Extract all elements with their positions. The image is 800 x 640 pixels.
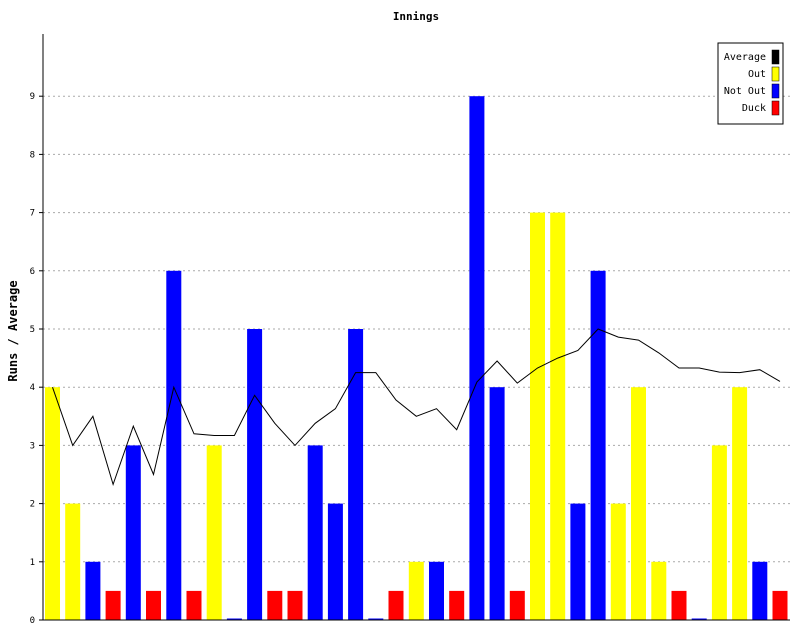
bar-out <box>45 387 60 620</box>
y-tick-label: 3 <box>30 441 35 451</box>
bar-duck <box>388 590 404 620</box>
bar-duck <box>772 590 788 620</box>
y-tick-label: 1 <box>30 558 35 568</box>
y-tick-label: 6 <box>30 267 35 277</box>
bar-not-out <box>691 618 707 620</box>
y-axis-label: Runs / Average <box>6 280 20 381</box>
bar-not-out <box>429 561 444 620</box>
bar-out <box>530 212 545 620</box>
chart-title: Innings <box>393 10 439 23</box>
bar-duck <box>105 590 121 620</box>
bar-not-out <box>307 445 323 620</box>
bar-not-out <box>85 561 101 620</box>
legend-label-duck: Duck <box>742 103 766 114</box>
y-tick-label: 9 <box>30 92 35 102</box>
bar-not-out <box>166 270 182 620</box>
legend-label-average: Average <box>724 52 766 63</box>
bar-out <box>550 212 566 620</box>
bar-out <box>65 503 81 620</box>
bar-out <box>408 561 424 620</box>
legend-swatch-average <box>771 49 780 65</box>
legend-label-not-out: Not Out <box>724 86 766 97</box>
bar-duck <box>509 590 525 620</box>
bar-out <box>651 561 667 620</box>
bar-not-out <box>125 445 141 620</box>
legend: Average Out Not Out Duck <box>717 42 784 125</box>
y-tick-label: 8 <box>30 150 35 160</box>
legend-swatch-not-out <box>771 83 780 99</box>
bar-duck <box>449 590 465 620</box>
bar-not-out <box>570 503 586 620</box>
bar-not-out <box>368 618 384 620</box>
legend-swatch-duck <box>771 100 780 116</box>
bar-duck <box>671 590 687 620</box>
bar-duck <box>146 590 161 620</box>
bar-duck <box>186 590 202 620</box>
bar-out <box>732 387 748 620</box>
bar-not-out <box>327 503 343 620</box>
y-tick-label: 4 <box>30 383 35 393</box>
y-axis-ticks: 0 1 2 3 4 5 6 7 8 9 <box>30 92 43 626</box>
bar-out <box>631 387 646 620</box>
bar-out <box>610 503 626 620</box>
bar-not-out <box>247 329 263 620</box>
bar-out <box>206 445 222 620</box>
bar-duck <box>287 590 303 620</box>
legend-label-out: Out <box>748 69 766 80</box>
bar-not-out <box>226 618 242 620</box>
bar-not-out <box>489 387 505 620</box>
bar-not-out <box>752 561 768 620</box>
bars <box>45 96 788 620</box>
bar-out <box>711 445 727 620</box>
y-tick-label: 2 <box>30 500 35 510</box>
bar-not-out <box>348 329 364 620</box>
y-tick-label: 5 <box>30 325 35 335</box>
bar-duck <box>267 590 283 620</box>
y-tick-label: 7 <box>30 209 35 219</box>
legend-swatch-out <box>771 66 780 82</box>
gridlines <box>43 95 790 563</box>
bar-not-out <box>590 270 606 620</box>
y-tick-label: 0 <box>30 616 35 626</box>
average-line <box>52 328 781 487</box>
bar-not-out <box>469 96 485 620</box>
